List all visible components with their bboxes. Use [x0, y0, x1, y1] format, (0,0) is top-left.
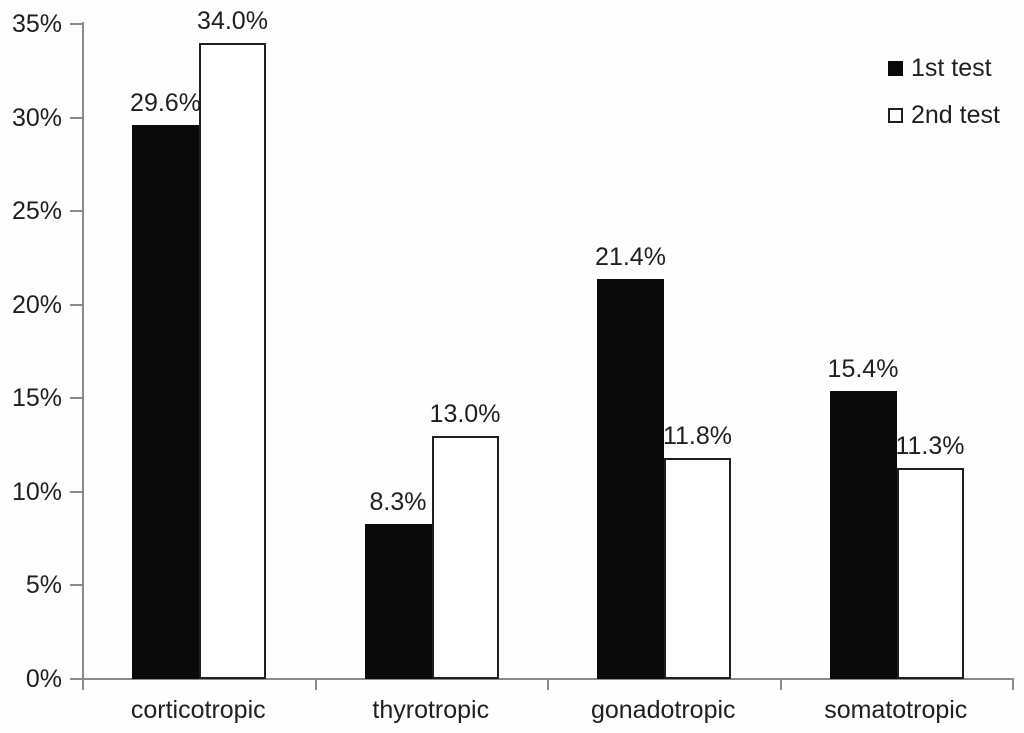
x-axis-category-label-thyrotropic: thyrotropic	[372, 696, 490, 724]
data-label-1st-test-gonadotropic: 21.4%	[595, 242, 666, 271]
y-axis-tick	[70, 210, 82, 213]
x-axis-tick	[82, 678, 84, 690]
x-axis-tick	[547, 678, 549, 690]
y-axis-tick-label: 10%	[11, 477, 62, 506]
data-label-1st-test-somatotropic: 15.4%	[827, 354, 899, 383]
open-square-icon	[888, 107, 903, 123]
x-axis-category-label-corticotropic: corticotropic	[130, 696, 266, 724]
legend-label: 2nd test	[911, 101, 1000, 129]
y-axis-tick	[70, 303, 82, 306]
data-label-1st-test-corticotropic: 29.6%	[130, 89, 201, 118]
legend-label: 1st test	[911, 54, 992, 82]
legend-entry-1st-test: 1st test	[888, 54, 1000, 82]
x-axis-tick	[314, 678, 317, 690]
y-axis-tick-label: 25%	[11, 197, 62, 226]
y-axis-tick-label: 20%	[11, 290, 62, 319]
bar-1st-test-gonadotropic	[597, 278, 664, 679]
x-axis-tick	[779, 678, 782, 690]
y-axis-tick-label: 0%	[25, 665, 62, 693]
y-axis-tick	[70, 678, 82, 680]
bar-1st-test-thyrotropic	[364, 523, 432, 679]
y-axis-tick-label: 35%	[11, 10, 62, 38]
bar-2nd-test-corticotropic	[199, 42, 266, 679]
bar-2nd-test-gonadotropic	[664, 458, 731, 679]
y-axis-tick	[70, 490, 82, 493]
data-label-2nd-test-gonadotropic: 11.8%	[662, 422, 733, 451]
filled-square-icon	[888, 60, 903, 76]
data-label-1st-test-thyrotropic: 8.3%	[369, 487, 427, 516]
data-label-2nd-test-somatotropic: 11.3%	[895, 431, 965, 460]
y-axis-tick-label: 30%	[11, 103, 62, 132]
y-axis-line	[82, 22, 84, 680]
x-axis-category-label-somatotropic: somatotropic	[824, 696, 968, 724]
bar-1st-test-corticotropic	[132, 125, 199, 679]
y-axis-tick	[70, 397, 82, 400]
data-label-2nd-test-corticotropic: 34.0%	[197, 6, 268, 35]
bar-1st-test-somatotropic	[829, 390, 897, 679]
y-axis-tick-label: 15%	[11, 384, 62, 413]
x-axis-category-label-gonadotropic: gonadotropic	[590, 696, 736, 724]
bar-2nd-test-thyrotropic	[431, 435, 499, 679]
y-axis-tick	[70, 23, 82, 25]
data-label-2nd-test-thyrotropic: 13.0%	[429, 399, 501, 428]
y-axis-tick-label: 5%	[25, 571, 62, 600]
legend: 1st test 2nd test	[888, 54, 1000, 148]
x-axis-tick	[1012, 678, 1014, 690]
legend-entry-2nd-test: 2nd test	[888, 101, 1000, 129]
y-axis-tick	[70, 116, 82, 119]
y-axis-tick	[70, 584, 82, 587]
bar-2nd-test-somatotropic	[896, 467, 964, 679]
